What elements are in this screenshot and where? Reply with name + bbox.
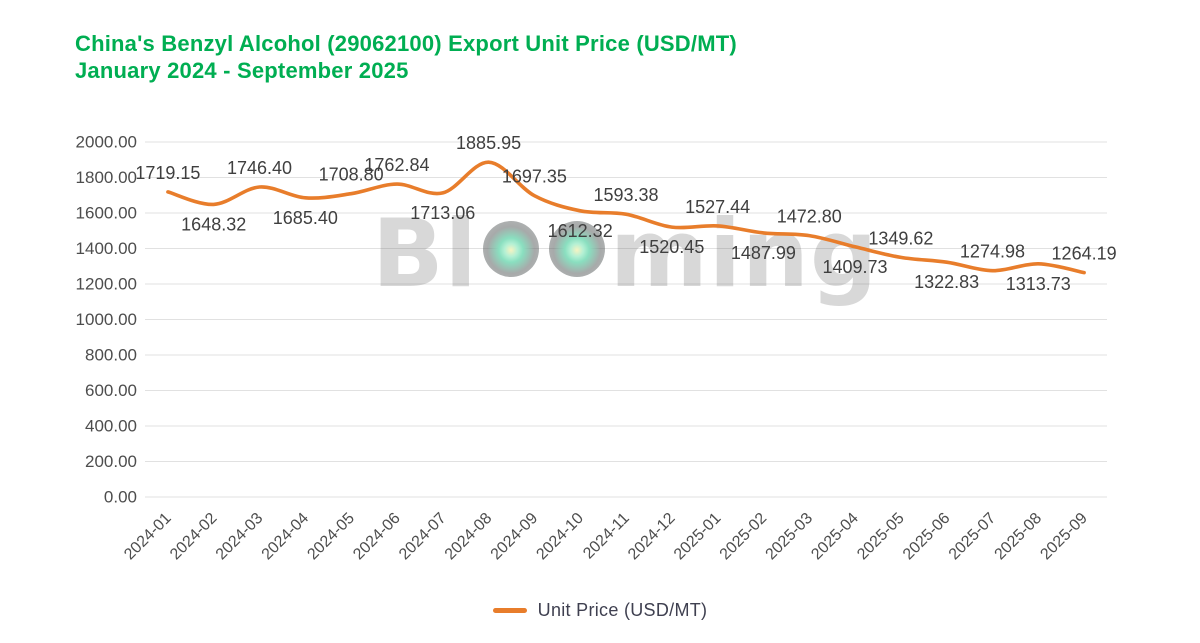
data-label: 1472.80: [777, 207, 842, 227]
chart-title: China's Benzyl Alcohol (29062100) Export…: [75, 30, 737, 84]
y-axis-label: 1400.00: [76, 239, 137, 258]
y-axis-label: 800.00: [85, 346, 137, 365]
legend-label: Unit Price (USD/MT): [537, 600, 708, 620]
y-axis-label: 0.00: [104, 488, 137, 507]
data-label: 1520.45: [639, 237, 704, 257]
data-label: 1527.44: [685, 197, 750, 217]
unit-price-line: [166, 160, 1086, 275]
data-label: 1487.99: [731, 243, 796, 263]
y-axis-label: 2000.00: [76, 133, 137, 152]
data-label: 1274.98: [960, 242, 1025, 262]
chart-title-line2: January 2024 - September 2025: [75, 58, 409, 83]
legend-line-swatch: [492, 608, 527, 613]
data-label: 1762.84: [364, 155, 429, 175]
data-label: 1313.73: [1006, 274, 1071, 294]
y-axis-label: 1200.00: [76, 275, 137, 294]
legend: Unit Price (USD/MT): [0, 600, 1200, 621]
data-label: 1708.80: [319, 165, 384, 185]
data-label: 1713.06: [410, 203, 475, 223]
data-label: 1612.32: [548, 221, 613, 241]
y-axis-label: 600.00: [85, 381, 137, 400]
data-label: 1349.62: [868, 228, 933, 248]
y-axis-label: 1600.00: [76, 204, 137, 223]
chart-title-line1: China's Benzyl Alcohol (29062100) Export…: [75, 31, 737, 56]
data-label: 1264.19: [1052, 244, 1117, 264]
data-label: 1697.35: [502, 167, 567, 187]
data-label: 1409.73: [823, 257, 888, 277]
y-axis-label: 400.00: [85, 417, 137, 436]
data-label: 1885.95: [456, 133, 521, 153]
y-axis-label: 200.00: [85, 452, 137, 471]
data-label: 1648.32: [181, 214, 246, 234]
data-label: 1685.40: [273, 208, 338, 228]
data-label: 1719.15: [135, 163, 200, 183]
data-label: 1322.83: [914, 272, 979, 292]
y-axis-label: 1800.00: [76, 168, 137, 187]
data-label: 1593.38: [593, 185, 658, 205]
data-label: 1746.40: [227, 158, 292, 178]
y-axis-label: 1000.00: [76, 310, 137, 329]
